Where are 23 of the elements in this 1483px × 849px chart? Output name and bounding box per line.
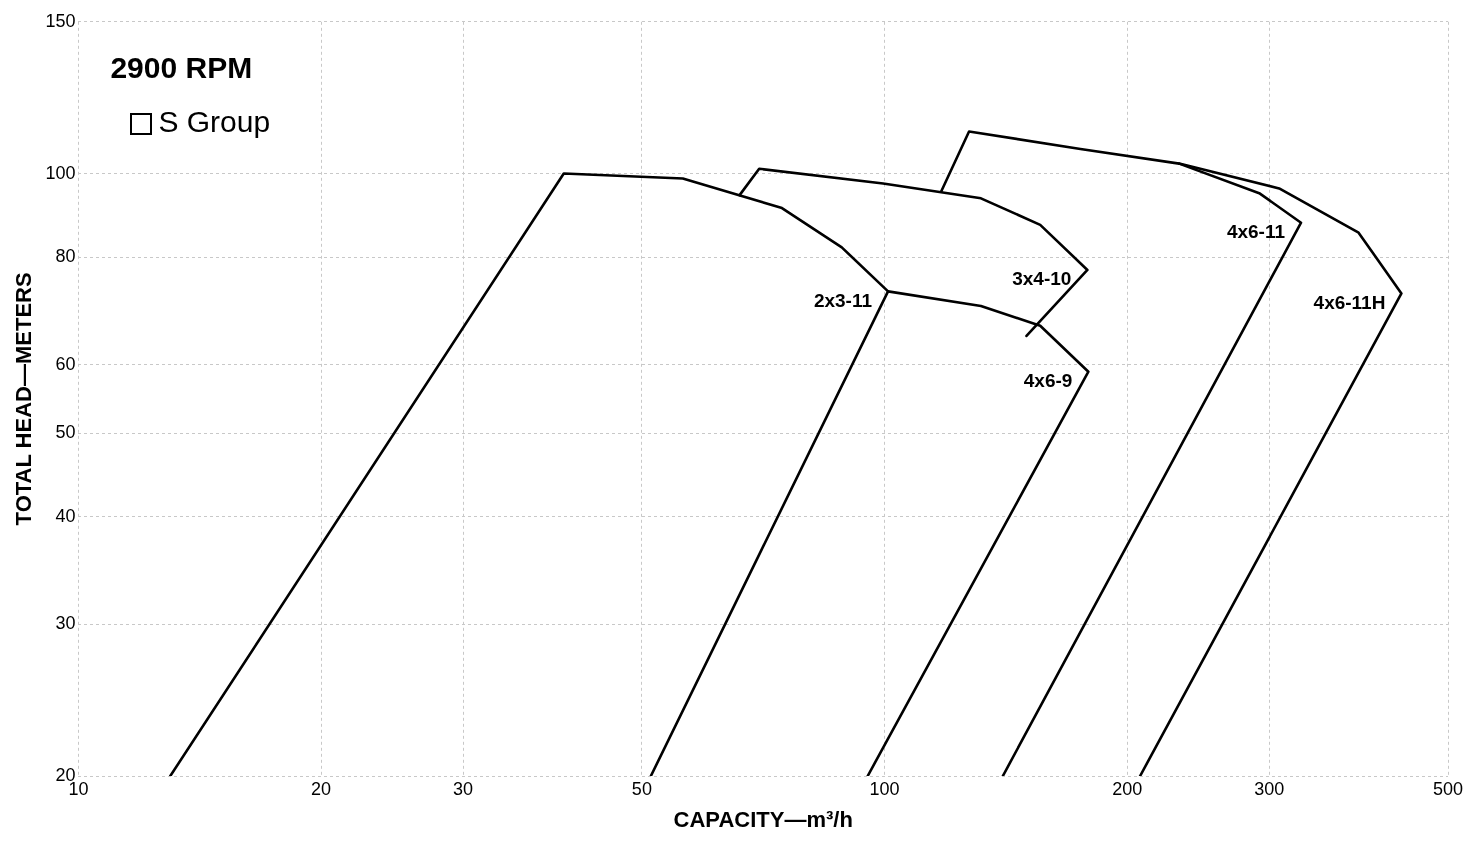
series-label: 4x6-11H <box>1313 291 1386 313</box>
x-tick-label: 200 <box>1112 778 1143 799</box>
y-tick-label: 40 <box>55 505 76 526</box>
series-label: 2x3-11 <box>813 289 873 311</box>
x-tick-label: 100 <box>869 778 900 799</box>
y-tick-label: 150 <box>45 10 76 31</box>
x-axis-title: CAPACITY—m³/h <box>673 806 853 832</box>
series-label: 4x6-11 <box>1226 220 1286 242</box>
y-axis-title: TOTAL HEAD—METERS <box>11 272 37 526</box>
x-tick-label: 30 <box>453 778 474 799</box>
text: S Group <box>158 105 271 139</box>
y-tick-label: 80 <box>55 246 76 267</box>
x-tick-label: 20 <box>311 778 332 799</box>
y-tick-label: 30 <box>55 613 76 634</box>
y-tick-label: 50 <box>55 421 76 442</box>
y-tick-label: 60 <box>55 353 76 374</box>
series-label: 4x6-9 <box>1023 369 1073 391</box>
text: 2900 RPM <box>110 51 253 85</box>
x-tick-label: 500 <box>1432 778 1464 799</box>
series-label: 3x4-10 <box>1012 268 1072 290</box>
y-tick-label: 100 <box>45 162 76 183</box>
x-tick-label: 50 <box>631 778 652 799</box>
x-tick-label: 300 <box>1254 778 1285 799</box>
